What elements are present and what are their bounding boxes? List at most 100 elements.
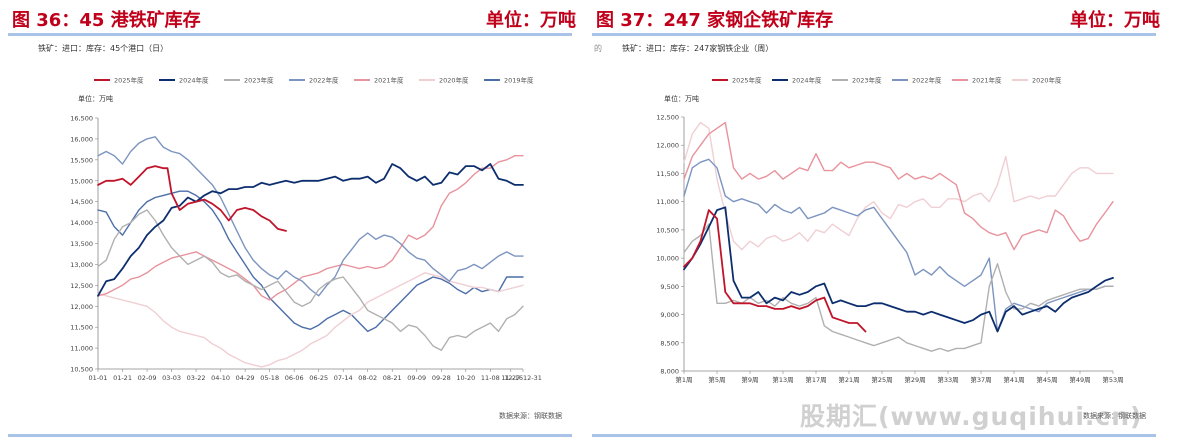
y-tick-label: 10,500 — [70, 366, 93, 374]
series-line-2021年度 — [97, 155, 524, 301]
legend-item: 2023年度 — [224, 76, 274, 85]
x-tick-label: 09-28 — [432, 374, 451, 382]
series-line-2023年度 — [97, 209, 524, 351]
y-tick-label: 9,000 — [660, 311, 679, 319]
y-tick-label: 11,500 — [70, 324, 93, 332]
line-chart: 单位：万吨 2025年度 2024年度 2023年度 2022年度 2021年度 2020年… — [656, 76, 1123, 385]
y-tick-label: 16,000 — [70, 135, 93, 143]
legend-item: 2020年度 — [1012, 76, 1062, 85]
x-tick-label: 01-21 — [113, 374, 132, 382]
y-tick-label: 10,000 — [656, 255, 679, 263]
chart-subtitle: 铁矿：进口：库存：45个港口（日） — [38, 44, 169, 53]
y-tick-label: 12,000 — [70, 303, 93, 311]
figure-title: 图 36：45 港铁矿库存 — [12, 10, 201, 31]
legend-item: 2024年度 — [772, 76, 822, 85]
x-tick-label: 第21周 — [838, 375, 859, 384]
series-line-2020年度 — [683, 121, 1114, 251]
panel-steel-mill-inventory: 图 37：247 家钢企铁矿库存 单位：万吨 的 铁矿：进口：库存：247家钢铁… — [592, 0, 1168, 443]
y-tick-label: 14,000 — [70, 219, 93, 227]
y-tick-label: 15,500 — [70, 156, 93, 164]
legend-item: 2019年度 — [484, 76, 534, 85]
chart-subtitle: 铁矿：进口：库存：247家钢铁企业（周） — [622, 44, 774, 53]
y-tick-label: 15,000 — [70, 177, 93, 185]
figure-title: 图 37：247 家钢企铁矿库存 — [596, 10, 834, 31]
x-tick-label: 第37周 — [970, 375, 991, 384]
x-tick-label: 06-06 — [285, 374, 304, 382]
legend-label: 2022年度 — [309, 76, 339, 85]
x-tick-label: 第17周 — [805, 375, 826, 384]
top-rule — [8, 33, 572, 36]
figure-unit: 单位：万吨 — [1070, 10, 1160, 31]
y-tick-label: 12,500 — [70, 282, 93, 290]
x-tick-label: 08-21 — [383, 374, 402, 382]
x-tick-label: 第9周 — [741, 375, 758, 384]
legend-item: 2020年度 — [419, 76, 469, 85]
x-tick-label: 11-27 — [501, 374, 520, 382]
series-line-2024年度 — [97, 163, 524, 297]
x-tick-label: 第45周 — [1036, 375, 1057, 384]
legend-label: 2025年度 — [114, 76, 144, 85]
legend-item: 2025年度 — [712, 76, 762, 85]
y-tick-label: 11,500 — [656, 170, 679, 178]
series-line-2024年度 — [683, 206, 1114, 333]
y-tick-label: 13,000 — [70, 261, 93, 269]
legend-label: 2024年度 — [179, 76, 209, 85]
legend-label: 2021年度 — [374, 76, 404, 85]
clipped-side-text: 的 — [594, 44, 602, 53]
legend-label: 2021年度 — [972, 76, 1002, 85]
x-tick-label: 10-20 — [456, 374, 475, 382]
y-tick-label: 11,000 — [656, 198, 679, 206]
legend-label: 2022年度 — [912, 76, 942, 85]
y-axis-label: 单位：万吨 — [664, 94, 699, 103]
x-tick-label: 第49周 — [1069, 375, 1090, 384]
y-tick-label: 16,500 — [70, 115, 93, 123]
x-tick-label: 第13周 — [772, 375, 793, 384]
x-tick-label: 04-29 — [236, 374, 255, 382]
data-source: 数据来源：钢联数据 — [1083, 412, 1146, 420]
x-tick-label: 02-09 — [138, 374, 157, 382]
x-tick-label: 05-18 — [260, 374, 279, 382]
legend-item: 2024年度 — [159, 76, 209, 85]
x-tick-label: 07-14 — [334, 374, 353, 382]
x-tick-label: 第41周 — [1003, 375, 1024, 384]
legend-item: 2023年度 — [832, 76, 882, 85]
top-rule — [592, 33, 1156, 36]
series-line-2025年度 — [683, 209, 867, 333]
x-tick-label: 03-03 — [162, 374, 181, 382]
legend-item: 2022年度 — [892, 76, 942, 85]
y-tick-label: 12,000 — [656, 142, 679, 150]
y-tick-label: 8,500 — [660, 339, 679, 347]
legend-label: 2023年度 — [852, 76, 882, 85]
y-axis-label: 单位：万吨 — [78, 94, 113, 103]
x-tick-label: 第25周 — [871, 375, 892, 384]
y-tick-label: 8,000 — [660, 368, 679, 376]
y-tick-label: 13,500 — [70, 240, 93, 248]
x-tick-label: 第5周 — [708, 375, 725, 384]
bottom-rule — [8, 434, 572, 437]
x-tick-label: 06-25 — [309, 374, 328, 382]
series-line-2023年度 — [683, 223, 1114, 352]
legend-item: 2025年度 — [94, 76, 144, 85]
legend-label: 2019年度 — [504, 76, 534, 85]
legend-label: 2023年度 — [244, 76, 274, 85]
legend-label: 2020年度 — [439, 76, 469, 85]
y-tick-label: 14,500 — [70, 198, 93, 206]
x-tick-label: 第53周 — [1102, 375, 1123, 384]
x-tick-label: 03-22 — [187, 374, 206, 382]
panel-port-inventory: 图 36：45 港铁矿库存 单位：万吨 铁矿：进口：库存：45个港口（日） 单位… — [8, 0, 584, 443]
series-line-2022年度 — [683, 158, 1114, 333]
series-line-2021年度 — [683, 121, 1114, 251]
legend-item: 2021年度 — [952, 76, 1002, 85]
bottom-rule — [592, 434, 1156, 437]
figure-unit: 单位：万吨 — [486, 10, 576, 31]
x-tick-label: 12-1612-31 — [504, 374, 542, 382]
x-tick-label: 第1周 — [675, 375, 692, 384]
legend-label: 2024年度 — [792, 76, 822, 85]
x-tick-label: 09-09 — [407, 374, 426, 382]
series-line-2020年度 — [97, 272, 524, 368]
x-tick-label: 04-10 — [211, 374, 230, 382]
y-tick-label: 12,500 — [656, 114, 679, 122]
x-tick-label: 08-02 — [358, 374, 377, 382]
x-tick-label: 第33周 — [937, 375, 958, 384]
